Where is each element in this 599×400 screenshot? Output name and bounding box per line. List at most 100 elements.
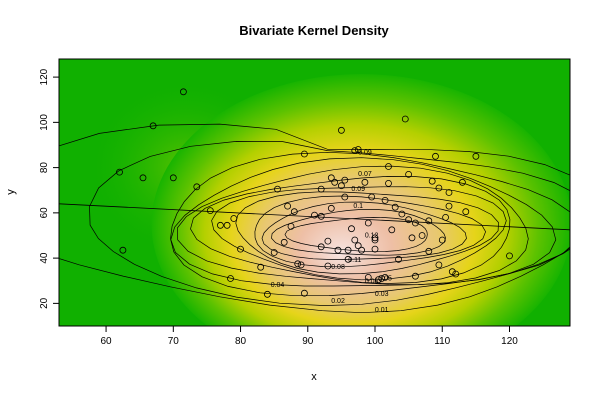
data-point — [374, 276, 382, 284]
contour-line — [177, 165, 529, 286]
data-point — [327, 204, 335, 212]
data-point — [361, 178, 369, 186]
contour-label: 0.02 — [331, 298, 345, 305]
contour-label: 0.09 — [351, 186, 365, 193]
contour-label: 0.11 — [348, 257, 361, 264]
contour-line — [284, 217, 428, 253]
data-point — [311, 211, 318, 219]
data-point — [371, 236, 379, 244]
data-point — [371, 234, 379, 242]
data-point — [341, 193, 349, 201]
density-fill — [91, 74, 570, 326]
data-point — [506, 252, 513, 260]
data-point — [317, 243, 325, 251]
data-point — [216, 221, 224, 229]
data-point — [317, 212, 325, 220]
data-point — [270, 249, 278, 256]
data-point — [317, 185, 325, 193]
data-point — [354, 242, 362, 250]
plot-area: 0.01 0.02 0.03 0.04 0.050.06 0.07 0.08 0.09 0.09… — [59, 59, 570, 326]
contour-line — [254, 195, 486, 268]
y-tick-label: 120 — [39, 68, 50, 85]
data-point — [385, 163, 392, 170]
data-point — [206, 207, 214, 215]
contour-label: 0.12 — [365, 232, 379, 239]
data-point — [448, 268, 456, 276]
data-point — [297, 261, 305, 269]
contour-label: 0.04 — [271, 282, 285, 289]
data-point — [391, 203, 399, 211]
data-point — [472, 152, 480, 160]
data-point — [344, 246, 352, 254]
contour-line — [190, 176, 511, 284]
contour-lines — [59, 123, 570, 314]
data-point — [351, 236, 359, 244]
data-point — [284, 202, 292, 210]
data-point — [445, 189, 453, 196]
x-tick-label: 110 — [434, 336, 450, 347]
data-point — [274, 185, 281, 193]
data-point — [257, 263, 265, 271]
data-point — [324, 237, 332, 245]
data-point — [364, 273, 372, 281]
data-point — [348, 225, 355, 233]
contour-label: 0.01 — [375, 307, 389, 314]
data-point — [334, 246, 342, 254]
data-point — [381, 273, 389, 281]
data-point — [354, 146, 362, 153]
data-point — [294, 260, 302, 268]
data-point — [462, 208, 470, 216]
data-point — [452, 270, 460, 278]
x-tick-label: 120 — [501, 336, 518, 347]
x-tick-label: 60 — [101, 336, 113, 347]
contour-label: 0.1 — [353, 203, 363, 210]
x-tick-label: 90 — [302, 336, 314, 347]
contour-line — [235, 191, 499, 275]
x-tick-label: 70 — [168, 336, 180, 347]
data-point — [445, 202, 453, 210]
data-point — [290, 208, 298, 216]
density-shade-core — [151, 74, 570, 326]
x-axis: 60 70 80 90 100 110 120 — [101, 325, 518, 347]
data-point — [435, 184, 443, 192]
y-tick-label: 80 — [39, 162, 50, 174]
contour-line — [211, 186, 507, 281]
data-point — [337, 126, 345, 134]
data-point — [458, 178, 466, 186]
regression-line — [59, 203, 570, 231]
data-point — [230, 215, 238, 222]
y-tick-label: 40 — [39, 252, 50, 264]
chart-title: Bivariate Kernel Density — [239, 23, 389, 38]
y-axis-label: y — [5, 189, 17, 195]
data-point — [381, 196, 389, 204]
data-point — [364, 219, 372, 227]
data-point — [179, 88, 187, 96]
data-point — [327, 174, 335, 182]
data-point — [300, 150, 308, 158]
data-point — [378, 275, 386, 282]
data-point — [405, 216, 413, 224]
contour-label: 0.03 — [375, 291, 389, 298]
contour-label: 0.05 — [378, 275, 392, 282]
contour-label: 0.09 — [358, 150, 372, 157]
data-point — [405, 170, 413, 178]
data-point — [149, 122, 157, 130]
contour-label: 0.08 — [331, 264, 345, 271]
contour-line — [271, 209, 446, 256]
data-point — [418, 232, 426, 239]
data-point — [385, 179, 392, 187]
data-point — [227, 275, 234, 282]
contour-line — [170, 157, 557, 287]
data-point — [287, 222, 295, 230]
data-point — [341, 176, 349, 184]
data-point — [324, 262, 332, 270]
scatter-points — [116, 88, 513, 298]
y-tick-label: 100 — [39, 114, 50, 131]
y-axis: 20 40 60 80 100 120 — [39, 68, 59, 309]
data-point — [411, 272, 419, 280]
contour-label: 0.06 — [365, 279, 379, 286]
data-point — [337, 182, 345, 190]
data-point — [371, 245, 379, 253]
data-point — [388, 226, 396, 234]
